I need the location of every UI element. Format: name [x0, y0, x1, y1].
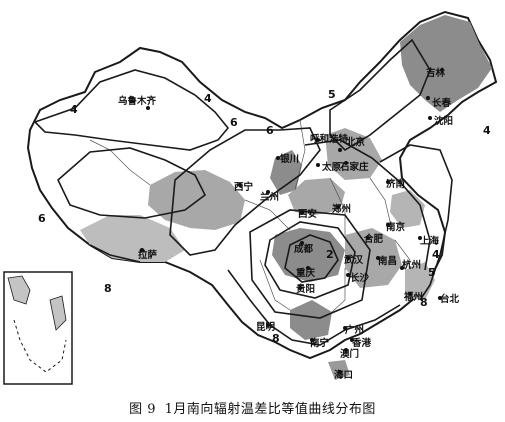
- shade-hainan: [328, 360, 350, 380]
- city-label-guiyang: 贵阳: [296, 283, 315, 295]
- isoline-label: 4: [70, 103, 78, 116]
- city-label-lhasa: 拉萨: [138, 249, 158, 261]
- isoline-label: 5: [328, 88, 336, 101]
- city-label-wuhan: 武汉: [344, 254, 364, 266]
- isoline-4-north: [33, 69, 230, 151]
- isoline-label: 8: [104, 282, 112, 295]
- isoline-northeast: [329, 38, 431, 152]
- city-label-fuzhou: 福州: [403, 291, 423, 303]
- city-label-nanjing: 南京: [386, 221, 406, 233]
- isoline-label: 8: [420, 296, 428, 309]
- isoline-8-south: [227, 269, 401, 346]
- isoline-label: 6: [38, 212, 46, 225]
- isoline-2-inner: [284, 234, 339, 283]
- isolines: [33, 38, 453, 346]
- isoline-label: 6: [230, 116, 238, 129]
- city-label-shenyang: 沈阳: [434, 115, 453, 127]
- isoline-5-east: [379, 144, 453, 301]
- city-label-hangzhou: 杭州: [402, 259, 421, 271]
- isoline-6-ring: [249, 209, 371, 319]
- city-label-changchun: 长春: [432, 97, 452, 109]
- city-label-changsha: 长沙: [350, 272, 370, 284]
- city-label-shijiazhuang: 石家庄: [339, 161, 369, 173]
- isoline-6-central: [169, 127, 321, 256]
- city-label-kunming: 昆明: [256, 322, 276, 333]
- city-label-haikou: 海口: [334, 369, 353, 381]
- isoline-4-ring: [264, 221, 356, 299]
- isoline-label: 6: [266, 124, 274, 137]
- shade-hebei: [325, 128, 382, 180]
- city-labels: 乌鲁木齐 长春 沈阳 吉林 呼和浩特 北京 太原 石家庄 银川 西宁 兰州 济南…: [118, 67, 460, 381]
- city-label-xining: 西宁: [234, 181, 254, 193]
- isoline-label: 2: [326, 248, 334, 261]
- isoline-8-west: [89, 244, 141, 263]
- china-map: 4 4 6 6 6 5 4 4 5 2 8 8 8 乌鲁木齐 长春 沈阳 吉林 …: [3, 10, 498, 385]
- city-label-beijing: 北京: [346, 136, 366, 148]
- city-label-macau: 澳门: [340, 348, 359, 360]
- isoline-label: 4: [483, 124, 491, 137]
- shade-shaanxi: [288, 178, 345, 215]
- isoline-label: 5: [428, 266, 436, 279]
- shade-hunan-jiangxi: [345, 228, 402, 288]
- city-label-urumqi: 乌鲁木齐: [118, 95, 157, 107]
- city-label-guangzhou: 广州: [345, 324, 364, 336]
- shade-fujian: [405, 262, 435, 300]
- city-label-yinchuan: 银川: [280, 153, 299, 165]
- city-label-zhengzhou: 郑州: [332, 203, 351, 215]
- city-label-taipei: 台北: [440, 293, 460, 305]
- shade-tibet: [80, 215, 185, 262]
- map-svg: 4 4 6 6 6 5 4 4 5 2 8 8 8 乌鲁木齐 长春 沈阳 吉林 …: [3, 10, 498, 385]
- city-label-xian: 西安: [298, 208, 318, 220]
- isoline-4-east: [304, 139, 431, 271]
- isoline-label: 4: [204, 92, 212, 105]
- city-label-nanning: 南宁: [310, 337, 330, 349]
- isoline-labels: 4 4 6 6 6 5 4 4 5 2 8 8 8: [38, 88, 491, 345]
- city-label-jilin: 吉林: [426, 67, 446, 79]
- south-china-sea-inset: [3, 271, 73, 385]
- isoline-label: 4: [432, 248, 440, 261]
- shade-ningxia: [270, 150, 302, 195]
- city-label-lanzhou: 兰州: [260, 191, 279, 203]
- city-label-taiyuan: 太原: [322, 161, 342, 173]
- city-label-chengdu: 成都: [294, 243, 314, 255]
- city-label-hohhot: 呼和浩特: [310, 133, 349, 145]
- city-label-jinan: 济南: [386, 178, 406, 190]
- isoline-label: 8: [272, 332, 280, 345]
- city-label-nanchang: 南昌: [378, 255, 397, 267]
- city-label-chongqing: 重庆: [296, 267, 316, 279]
- city-label-hongkong: 香港: [351, 337, 372, 349]
- figure-number: 图 9: [129, 402, 156, 417]
- shade-guangxi: [290, 300, 332, 340]
- city-label-shanghai: 上海: [420, 235, 440, 247]
- isoline-6-west: [57, 147, 207, 219]
- figure-caption: 图 9 1月南向辐射温差比等值曲线分布图: [0, 398, 505, 417]
- figure-title: 1月南向辐射温差比等值曲线分布图: [164, 402, 376, 417]
- city-markers: [140, 68, 444, 374]
- city-label-hefei: 合肥: [364, 233, 384, 245]
- province-borders: [89, 119, 411, 313]
